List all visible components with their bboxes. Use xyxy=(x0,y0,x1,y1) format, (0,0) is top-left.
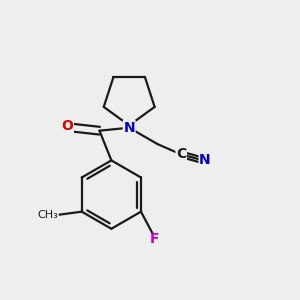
Text: O: O xyxy=(61,119,73,133)
Text: C: C xyxy=(176,148,186,161)
Text: CH₃: CH₃ xyxy=(37,210,58,220)
Text: N: N xyxy=(199,153,211,167)
Text: F: F xyxy=(150,232,159,246)
Text: N: N xyxy=(123,121,135,135)
